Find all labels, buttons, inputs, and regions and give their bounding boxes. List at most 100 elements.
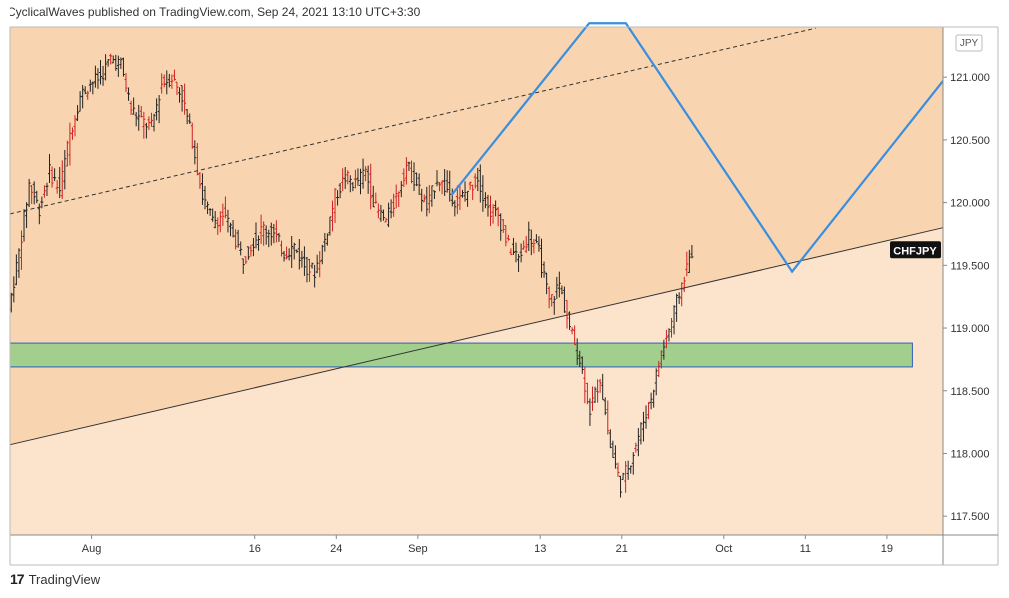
candle (68, 122, 72, 166)
candle (606, 400, 610, 435)
candle (555, 276, 559, 299)
candle (384, 217, 388, 223)
candle (603, 397, 607, 416)
candle (328, 216, 332, 236)
candle (394, 184, 398, 209)
candle (471, 184, 475, 201)
candle (129, 100, 133, 115)
candle (438, 182, 442, 192)
candle (381, 209, 385, 221)
candle (114, 54, 118, 71)
candle (499, 213, 503, 241)
candle (473, 173, 477, 189)
candle (481, 175, 485, 212)
projection-path (450, 22, 944, 274)
candle (552, 295, 556, 315)
candle (188, 113, 192, 124)
candle (369, 163, 373, 210)
candle (545, 272, 549, 295)
candle (494, 200, 498, 217)
candle (325, 233, 329, 246)
candle (639, 422, 643, 445)
candle (376, 203, 380, 219)
candle (491, 204, 495, 224)
currency-label: JPY (960, 38, 979, 49)
candle (318, 251, 322, 278)
candle (641, 411, 645, 442)
candle (486, 194, 490, 217)
x-tick-label: Sep (408, 543, 428, 555)
candle (70, 127, 74, 140)
candle (213, 211, 217, 229)
candle (257, 235, 261, 251)
candle (616, 462, 620, 477)
candle (529, 229, 533, 256)
candle (598, 378, 602, 393)
candle (109, 53, 113, 65)
candle (104, 54, 108, 81)
candle (427, 185, 431, 214)
candle (101, 65, 105, 86)
candle (50, 166, 54, 188)
candle (119, 57, 123, 69)
candle (165, 70, 169, 95)
candle (575, 338, 579, 366)
candle (206, 201, 210, 215)
candle (320, 244, 324, 265)
candle (489, 195, 493, 227)
candle (106, 59, 110, 67)
candle (231, 219, 235, 238)
candle (624, 461, 628, 493)
candle (534, 234, 538, 243)
candle (343, 167, 347, 189)
candle (409, 160, 413, 184)
candle (667, 328, 671, 342)
y-tick-label: 121.000 (950, 72, 990, 84)
candle (290, 235, 294, 268)
candle (53, 168, 57, 182)
candle (132, 97, 136, 115)
candle (12, 276, 16, 303)
candle (127, 87, 131, 101)
candle (251, 237, 255, 257)
candle (397, 191, 401, 207)
candle (195, 142, 199, 176)
candle (91, 81, 95, 95)
candle (282, 250, 286, 262)
x-tick-label: Oct (715, 543, 732, 555)
brand-name[interactable]: TradingView (28, 571, 101, 587)
tradingview-logo-icon[interactable]: 17 (10, 571, 25, 587)
y-tick-label: 120.500 (950, 135, 990, 147)
left-margin (0, 0, 10, 565)
candle (542, 261, 546, 278)
candle (221, 203, 225, 226)
candle (593, 386, 597, 403)
candle (468, 181, 472, 190)
candle (297, 238, 301, 270)
y-tick-label: 118.000 (951, 448, 990, 460)
candle (315, 254, 319, 274)
candle (203, 185, 207, 210)
candle (463, 181, 467, 202)
candle (590, 386, 594, 411)
candle (63, 149, 67, 190)
candle (677, 292, 681, 305)
candle (121, 57, 125, 77)
footer: 17 TradingView (10, 571, 100, 587)
candle (443, 168, 447, 196)
candle (86, 90, 90, 100)
candle (262, 221, 266, 246)
candle (690, 244, 694, 259)
candle (511, 237, 515, 255)
candle (178, 87, 182, 103)
candle (269, 222, 273, 246)
candle (466, 190, 470, 207)
candle (83, 86, 87, 95)
candle (160, 73, 164, 94)
y-tick-label: 120.000 (950, 198, 990, 210)
candle (631, 452, 635, 475)
candle (540, 238, 544, 278)
x-tick-label: 19 (881, 543, 893, 555)
candle (142, 111, 146, 139)
